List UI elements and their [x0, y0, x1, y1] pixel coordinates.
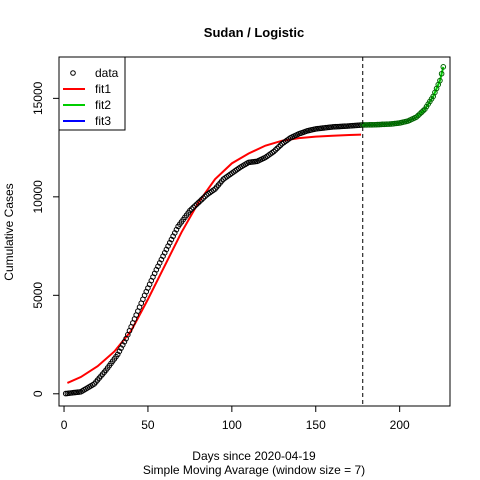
x-tick-label: 150 [306, 418, 326, 432]
forecast-point [440, 64, 447, 70]
chart-subtitle: Simple Moving Avarage (window size = 7) [143, 463, 365, 477]
forecast-point [415, 112, 421, 119]
x-axis: 0 50 100 150 200 [61, 406, 410, 432]
data-points-layer [62, 122, 366, 397]
forecast-point [437, 77, 443, 84]
data-point [190, 204, 197, 211]
y-tick-label: 5000 [31, 282, 45, 309]
legend: data fit1 fit2 fit3 [58, 56, 126, 131]
data-point [276, 144, 282, 150]
x-tick-label: 200 [390, 418, 410, 432]
data-point [202, 193, 208, 200]
y-tick-label: 10000 [31, 180, 45, 214]
legend-label: data [95, 66, 119, 80]
forecast-point [438, 70, 445, 77]
plot-box [58, 56, 451, 407]
y-axis-label: Cumulative Cases [2, 183, 16, 280]
data-point [187, 207, 193, 214]
data-point [195, 199, 202, 206]
data-point [198, 196, 205, 203]
forecast-point [413, 114, 420, 120]
x-axis-label: Days since 2020-04-19 [192, 449, 316, 463]
legend-label: fit1 [95, 82, 111, 96]
data-point [272, 147, 279, 153]
data-point [193, 201, 200, 208]
y-tick-label: 0 [31, 390, 45, 397]
y-axis: 0 5000 10000 15000 [31, 81, 59, 397]
fit1-layer [66, 133, 362, 384]
data-point [188, 206, 195, 212]
forecast-point [416, 111, 423, 117]
data-point [200, 195, 207, 201]
data-point [274, 145, 280, 152]
forecast-point [420, 107, 426, 114]
legend-label: fit2 [95, 98, 111, 112]
x-tick-label: 100 [222, 418, 242, 432]
forecast-point [418, 109, 425, 116]
legend-marker [70, 70, 76, 76]
x-tick-label: 0 [61, 418, 68, 432]
data-point [197, 198, 203, 204]
x-tick-label: 50 [141, 418, 155, 432]
data-point [192, 203, 198, 209]
chart-title: Sudan / Logistic [204, 25, 304, 40]
data-point [270, 148, 277, 155]
y-tick-label: 15000 [31, 81, 45, 115]
legend-box [58, 56, 126, 131]
data-point [277, 142, 284, 149]
fit2-layer [359, 64, 447, 128]
fit1-line [66, 133, 362, 384]
legend-label: fit3 [95, 114, 111, 128]
